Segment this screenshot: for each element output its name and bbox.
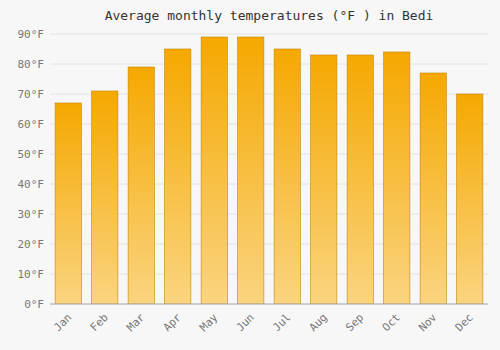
y-tick-label: 30°F (18, 208, 45, 221)
bar (457, 94, 483, 304)
y-tick-label: 50°F (18, 148, 45, 161)
bar (201, 37, 227, 304)
bar (420, 73, 446, 304)
bar (384, 52, 410, 304)
y-tick-label: 10°F (18, 268, 45, 281)
bar (274, 49, 300, 304)
y-tick-label: 70°F (18, 88, 45, 101)
grid-line (50, 64, 488, 65)
bar (238, 37, 264, 304)
x-tick-label: May (197, 311, 221, 335)
grid-line (50, 34, 488, 35)
y-tick-label: 20°F (18, 238, 45, 251)
x-tick-label: Oct (380, 311, 403, 334)
x-tick-label: Jun (234, 311, 257, 334)
x-tick-label: Jul (270, 311, 293, 334)
chart: Average monthly temperatures (°F ) in Be… (0, 0, 500, 350)
bar (128, 67, 154, 304)
x-axis-line (50, 304, 488, 305)
x-tick-label: Feb (88, 311, 111, 334)
title: Average monthly temperatures (°F ) in Be… (105, 8, 434, 23)
x-tick-label: Nov (416, 311, 440, 335)
x-tick-label: Mar (124, 311, 148, 335)
y-tick-label: 90°F (18, 28, 45, 41)
chart-container: Average monthly temperatures (°F ) in Be… (0, 0, 500, 350)
bar (55, 103, 81, 304)
y-tick-label: 80°F (18, 58, 45, 71)
y-tick-label: 0°F (24, 298, 44, 311)
grid-line (50, 304, 488, 305)
bar (92, 91, 118, 304)
x-tick-label: Sep (343, 311, 366, 334)
y-tick-label: 40°F (18, 178, 45, 191)
y-tick-label: 60°F (18, 118, 45, 131)
x-tick-label: Aug (307, 311, 330, 334)
x-tick-label: Dec (453, 311, 476, 334)
x-tick-label: Apr (161, 311, 185, 335)
bar (165, 49, 191, 304)
x-tick-label: Jan (51, 311, 74, 334)
bar (311, 55, 337, 304)
y-grid (50, 34, 488, 304)
bars (55, 37, 483, 304)
bar (347, 55, 373, 304)
